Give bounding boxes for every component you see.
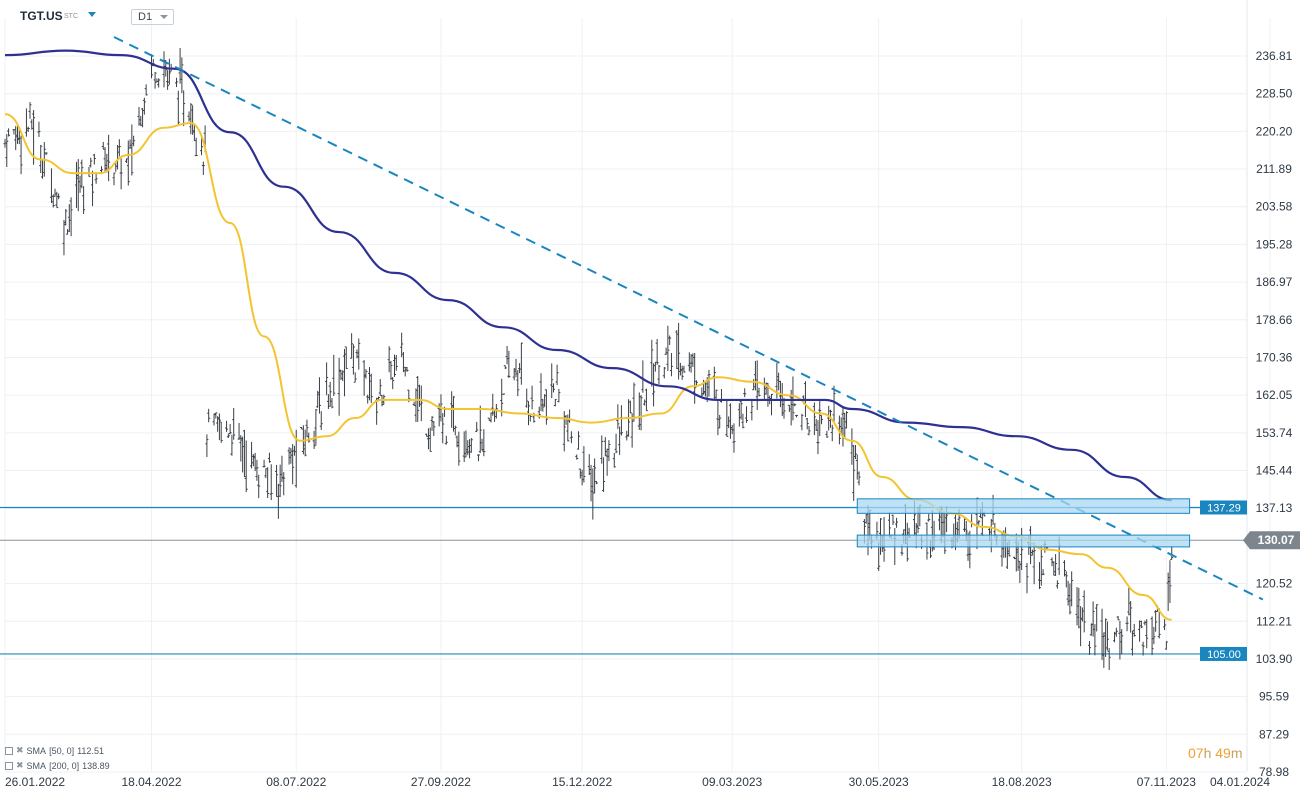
x-tick-label: 18.08.2023 bbox=[992, 775, 1052, 789]
y-tick-label: 153.74 bbox=[1256, 426, 1293, 440]
level-badge bbox=[1200, 646, 1247, 661]
timeframe-select[interactable]: D1 bbox=[131, 9, 174, 25]
level-badge-label: 105.00 bbox=[1207, 649, 1241, 661]
legend-sma200-value: 138.89 bbox=[82, 760, 110, 771]
trendlines bbox=[113, 36, 1264, 601]
x-axis: 26.01.2022 18.04.2022 08.07.2022 27.09.2022… bbox=[5, 775, 1270, 789]
legend-sma50-value: 112.51 bbox=[77, 745, 104, 756]
y-tick-label: 228.50 bbox=[1256, 87, 1293, 101]
y-tick-label: 203.58 bbox=[1256, 200, 1293, 214]
timer-minutes-unit: m bbox=[1230, 745, 1243, 761]
y-tick-label: 137.13 bbox=[1256, 501, 1293, 515]
timer-hours: 07 bbox=[1188, 745, 1204, 761]
y-tick-label: 78.98 bbox=[1259, 765, 1289, 779]
y-tick-label: 145.44 bbox=[1256, 464, 1293, 478]
support-resistance-zone[interactable] bbox=[856, 534, 1191, 548]
y-tick-label: 120.52 bbox=[1256, 577, 1293, 591]
y-tick-label: 236.81 bbox=[1256, 49, 1293, 63]
y-tick-label: 112.21 bbox=[1256, 614, 1292, 628]
y-tick-label: 178.66 bbox=[1256, 313, 1293, 327]
sma200-line[interactable] bbox=[4, 49, 1172, 502]
trendline-dashed[interactable] bbox=[113, 36, 1264, 601]
y-tick-label: 170.36 bbox=[1256, 350, 1293, 364]
legend-sma200-params: [200, 0] bbox=[49, 760, 80, 771]
close-icon[interactable]: ✖ bbox=[16, 760, 24, 770]
y-tick-label: 95.59 bbox=[1259, 690, 1289, 704]
timer-hours-unit: h bbox=[1203, 745, 1212, 761]
current-price-badge bbox=[1243, 531, 1300, 550]
indicator-settings-icon[interactable] bbox=[5, 746, 13, 755]
price-badges: 137.29 105.00 130.07 bbox=[1200, 500, 1300, 661]
trendline-handle-icon[interactable] bbox=[88, 12, 96, 17]
close-icon[interactable]: ✖ bbox=[16, 745, 24, 755]
grid bbox=[4, 0, 1271, 773]
y-axis: 236.81 228.50 220.20 211.89 203.58 195.28 186.… bbox=[1256, 49, 1293, 779]
timeframe-value: D1 bbox=[138, 11, 153, 23]
legend-sma200-label: SMA bbox=[26, 760, 47, 771]
indicator-settings-icon[interactable] bbox=[5, 761, 13, 770]
x-tick-label: 07.11.2023 bbox=[1137, 775, 1196, 789]
legend-sma50-params: [50, 0] bbox=[49, 745, 75, 756]
level-badge bbox=[1200, 500, 1247, 515]
x-tick-label: 09.03.2023 bbox=[702, 775, 762, 789]
chevron-down-icon bbox=[160, 15, 168, 19]
timer-minutes: 49 bbox=[1215, 745, 1231, 761]
x-tick-label: 27.09.2022 bbox=[411, 775, 471, 789]
y-tick-label: 195.28 bbox=[1256, 237, 1293, 251]
x-tick-label: 18.04.2022 bbox=[121, 775, 181, 789]
zones[interactable] bbox=[856, 498, 1191, 548]
legend-sma50[interactable]: ✖ SMA [50, 0] 112.51 bbox=[5, 745, 104, 756]
sma-lines bbox=[4, 49, 1172, 621]
y-tick-label: 186.97 bbox=[1256, 275, 1293, 289]
x-tick-label: 08.07.2022 bbox=[266, 775, 326, 789]
candle-timer: 07h 49m bbox=[1188, 745, 1243, 761]
support-resistance-zone[interactable] bbox=[856, 498, 1191, 514]
legend-sma200[interactable]: ✖ SMA [200, 0] 138.89 bbox=[5, 760, 110, 771]
y-tick-label: 211.89 bbox=[1256, 162, 1292, 176]
symbol-tag: STC bbox=[64, 13, 78, 20]
legend-sma50-label: SMA bbox=[26, 745, 47, 756]
x-tick-label: 04.01.2024 bbox=[1210, 775, 1270, 789]
sma50-line[interactable] bbox=[4, 113, 1172, 621]
x-tick-label: 30.05.2023 bbox=[849, 775, 909, 789]
x-tick-label: 15.12.2022 bbox=[552, 775, 612, 789]
price-bars bbox=[3, 47, 1174, 671]
y-tick-label: 103.90 bbox=[1256, 652, 1293, 666]
horizontal-levels bbox=[0, 506, 1247, 655]
current-price-label: 130.07 bbox=[1258, 533, 1295, 547]
level-badge-label: 137.29 bbox=[1207, 502, 1241, 514]
y-tick-label: 162.05 bbox=[1256, 388, 1293, 402]
symbol-label[interactable]: TGT.US bbox=[20, 9, 63, 23]
y-tick-label: 220.20 bbox=[1256, 124, 1293, 138]
x-tick-label: 26.01.2022 bbox=[5, 775, 65, 789]
y-tick-label: 87.29 bbox=[1259, 727, 1289, 741]
